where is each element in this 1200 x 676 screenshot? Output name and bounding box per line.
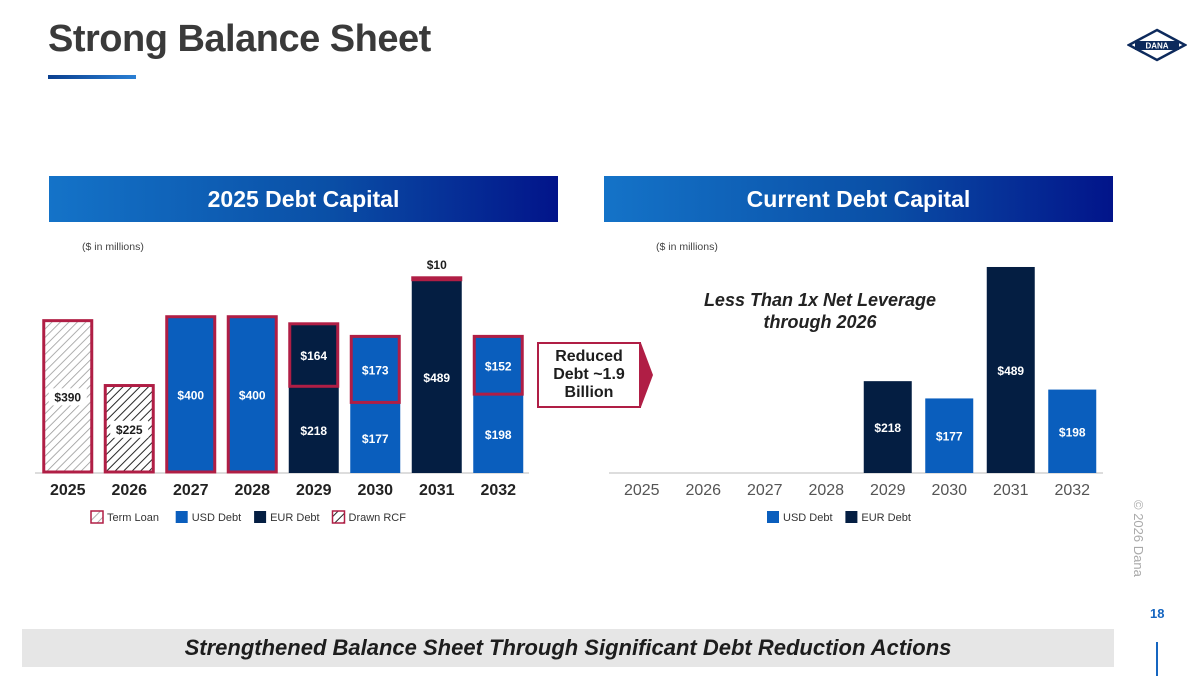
leverage-annotation: through 2026 [763,312,877,332]
bar-segment [1048,389,1097,473]
page-number-bar [1156,642,1158,676]
reduced-outline [288,322,340,388]
data-label: $489 [997,364,1024,378]
data-label: $198 [485,428,512,442]
bar-segment [288,322,339,388]
legend-swatch [331,510,346,524]
x-tick-label: 2027 [747,482,783,499]
legend-swatch [90,510,104,524]
reduced-outline [42,319,94,474]
legend-label: USD Debt [192,512,242,524]
footer-banner: Strengthened Balance Sheet Through Signi… [22,629,1114,667]
label-background [48,388,87,406]
reduced-outline [349,334,401,404]
unit-note: ($ in millions) [656,241,718,253]
data-label: $173 [362,363,389,377]
data-label: $177 [362,432,389,446]
x-tick-label: 2031 [419,482,455,499]
legend-swatch [845,511,858,523]
x-tick-label: 2032 [1054,482,1090,499]
label-background [110,420,149,438]
legend-swatch [175,511,188,523]
unit-note: ($ in millions) [82,241,144,253]
reduced-debt-arrow [641,343,653,407]
reduced-outline [103,384,155,474]
page-title: Strong Balance Sheet [48,18,431,60]
x-tick-label: 2026 [685,482,721,499]
reduced-outline [226,315,278,474]
x-tick-label: 2030 [931,482,967,499]
data-label: $218 [300,424,327,438]
data-label: $225 [116,423,143,437]
legend-label: Drawn RCF [349,512,407,524]
data-label: $10 [427,258,447,272]
title-underline [48,75,136,79]
reduced-outline [411,276,463,282]
data-label: $177 [936,430,963,444]
bar-segment [350,335,401,404]
x-tick-label: 2025 [50,482,86,499]
reduced-debt-callout: Reduced Debt ~1.9 Billion [537,342,641,408]
reduced-outline [165,315,217,474]
bar-segment [473,335,524,396]
x-tick-label: 2030 [357,482,393,499]
x-tick-label: 2025 [624,482,660,499]
bar-segment [925,398,974,473]
x-tick-label: 2029 [296,482,332,499]
leverage-annotation: Less Than 1x Net Leverage [704,290,936,310]
data-label: $400 [177,388,204,402]
reduced-outline [472,334,524,396]
legend-label: USD Debt [783,512,833,524]
logo-text: DANA [1145,42,1168,51]
data-label: $164 [300,349,327,363]
bar-segment [863,381,912,473]
legend-swatch [254,511,267,523]
bar-segment [473,395,524,473]
legend-label: Term Loan [107,512,159,524]
right-chart-header: Current Debt Capital [604,176,1113,222]
page-number: 18 [1150,606,1165,621]
copyright: © 2026 Dana [1131,500,1146,577]
data-label: $489 [423,371,450,385]
legend-label: EUR Debt [270,512,320,524]
x-tick-label: 2031 [993,482,1029,499]
dana-logo: DANA [1127,28,1187,62]
x-tick-label: 2032 [480,482,516,499]
data-label: $390 [54,390,81,404]
data-label: $218 [874,421,901,435]
data-label: $152 [485,359,512,373]
x-tick-label: 2027 [173,482,209,499]
data-label: $400 [239,388,266,402]
x-tick-label: 2028 [808,482,844,499]
legend-label: EUR Debt [861,512,911,524]
bar-segment [165,315,216,473]
bar-segment [986,266,1035,473]
bar-segment [411,280,462,473]
x-tick-label: 2028 [234,482,270,499]
x-tick-label: 2029 [870,482,906,499]
x-tick-label: 2026 [111,482,147,499]
legend-swatch [767,511,779,523]
bar-segment [350,403,401,473]
bar-segment [227,315,278,473]
bar-segment [288,387,339,473]
left-chart-header: 2025 Debt Capital [49,176,558,222]
data-label: $198 [1059,425,1086,439]
